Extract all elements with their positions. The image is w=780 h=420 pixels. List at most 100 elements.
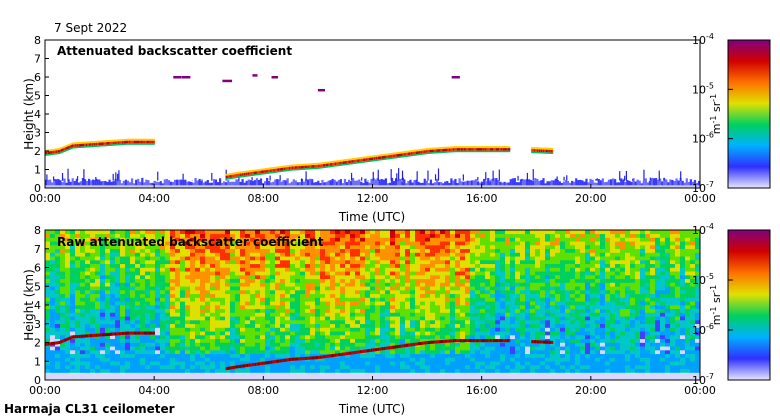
backscatter-cell (225, 320, 231, 325)
backscatter-cell (215, 342, 221, 347)
backscatter-cell (190, 290, 196, 295)
cloud-base-point (348, 160, 351, 164)
backscatter-cell (310, 338, 316, 343)
cloud-base-edge (111, 144, 113, 146)
backscatter-cell (115, 305, 121, 310)
boundary-layer-column (476, 181, 480, 188)
backscatter-cell (135, 353, 141, 358)
backscatter-cell (105, 271, 111, 276)
cloud-base-edge (250, 170, 252, 173)
boundary-layer-column (67, 179, 70, 188)
backscatter-cell (305, 346, 311, 351)
cloud-base-point (458, 148, 461, 151)
backscatter-cell (205, 357, 211, 362)
backscatter-cell (100, 308, 106, 313)
backscatter-cell (250, 305, 256, 310)
cloud-base-point (462, 148, 465, 151)
backscatter-cell (50, 282, 56, 287)
backscatter-cell (65, 305, 71, 310)
backscatter-cell (360, 338, 366, 343)
backscatter-cell (310, 357, 316, 362)
cloud-base-edge (311, 163, 314, 166)
backscatter-cell (340, 293, 346, 298)
backscatter-cell (335, 241, 341, 246)
backscatter-cell (45, 290, 51, 295)
backscatter-cell (60, 346, 66, 351)
backscatter-cell (225, 271, 231, 276)
backscatter-cell (410, 316, 416, 321)
backscatter-cell (405, 361, 411, 366)
cloud-base-edge (395, 156, 398, 159)
backscatter-cell (275, 372, 281, 377)
backscatter-cell (135, 312, 141, 317)
backscatter-cell (75, 353, 81, 358)
backscatter-cell (250, 286, 256, 291)
backscatter-cell (340, 237, 346, 242)
backscatter-cell (280, 365, 286, 370)
backscatter-cell (395, 237, 401, 242)
backscatter-cell (440, 271, 446, 276)
backscatter-cell (420, 346, 426, 351)
cloud-base-edge (72, 142, 74, 145)
backscatter-cell (275, 331, 281, 336)
backscatter-cell (310, 342, 316, 347)
cloud-base-point (47, 151, 50, 154)
backscatter-cell (395, 372, 401, 377)
cloud-base-edge (473, 146, 476, 149)
backscatter-cell (300, 368, 306, 373)
backscatter-cell (415, 275, 421, 280)
backscatter-cell (335, 308, 341, 313)
backscatter-cell (120, 312, 126, 317)
backscatter-cell (145, 357, 151, 362)
backscatter-cell (110, 338, 116, 343)
noise-spike (201, 179, 203, 181)
backscatter-cell (330, 275, 336, 280)
cloud-base-edge (250, 174, 252, 177)
backscatter-cell (45, 316, 51, 321)
cloud-base-edge (336, 160, 339, 163)
cloud-base-edge (324, 161, 326, 164)
backscatter-cell (335, 275, 341, 280)
backscatter-cell (275, 312, 281, 317)
cloud-base-edge (459, 146, 462, 149)
backscatter-cell (105, 353, 111, 358)
backscatter-cell (220, 260, 226, 265)
backscatter-cell (195, 335, 201, 340)
backscatter-cell (350, 335, 356, 340)
cloud-base-edge (320, 166, 322, 169)
backscatter-cell (290, 267, 296, 272)
cloud-base-point (412, 152, 414, 155)
backscatter-cell (295, 271, 301, 276)
backscatter-cell (235, 237, 241, 242)
cloud-base-edge (260, 173, 263, 175)
backscatter-cell (95, 252, 101, 257)
cloud-base-edge (149, 138, 152, 141)
cloud-base-point (65, 147, 68, 150)
backscatter-cell (295, 338, 301, 343)
backscatter-cell (415, 316, 421, 321)
cloud-base-edge (268, 172, 271, 174)
boundary-layer-column (171, 181, 175, 188)
backscatter-cell (415, 233, 421, 238)
backscatter-cell (415, 308, 421, 313)
backscatter-cell (390, 267, 396, 272)
backscatter-cell (445, 350, 451, 355)
backscatter-cell (400, 230, 406, 235)
backscatter-cell (115, 335, 121, 340)
backscatter-cell (85, 248, 91, 253)
backscatter-cell (325, 252, 331, 257)
cloud-base-point (333, 162, 336, 166)
backscatter-cell (165, 241, 171, 246)
backscatter-cell (450, 282, 456, 287)
backscatter-cell (245, 245, 251, 250)
backscatter-cell (245, 271, 251, 276)
cloud-base-point (296, 166, 299, 169)
backscatter-cell (95, 271, 101, 276)
backscatter-cell (240, 346, 246, 351)
backscatter-cell (255, 346, 261, 351)
backscatter-cell (115, 346, 121, 351)
cloud-base-edge (493, 146, 495, 149)
backscatter-cell (295, 312, 301, 317)
backscatter-cell (330, 346, 336, 351)
backscatter-cell (385, 312, 391, 317)
